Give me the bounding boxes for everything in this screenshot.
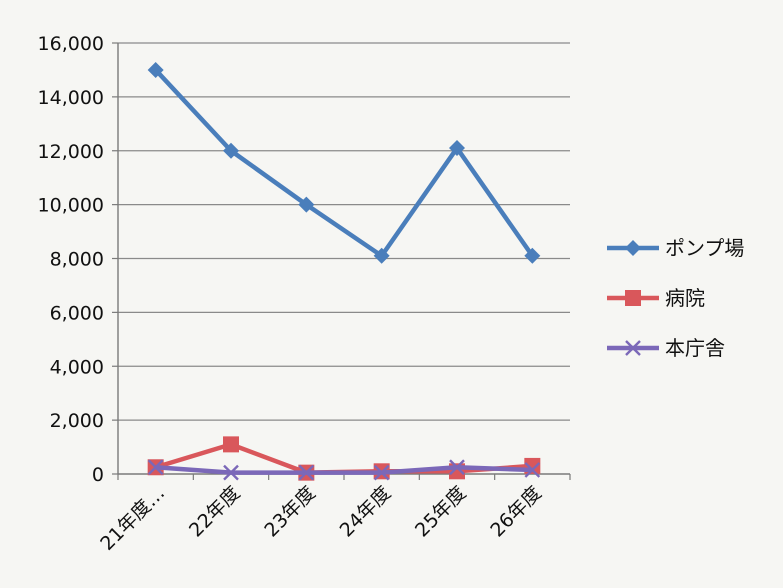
y-tick-label: 0 — [92, 464, 104, 486]
data-point-stroke — [524, 462, 541, 478]
data-point — [298, 196, 315, 213]
y-tick-label: 4,000 — [50, 356, 104, 378]
data-point — [625, 340, 641, 356]
series-diamond — [147, 61, 541, 264]
series-x — [147, 459, 541, 481]
data-point — [524, 462, 541, 478]
data-point-stroke — [625, 340, 641, 356]
data-point — [373, 247, 390, 264]
y-tick-label: 10,000 — [38, 195, 104, 217]
data-point — [449, 140, 465, 157]
data-point — [223, 436, 239, 453]
data-point — [373, 464, 390, 481]
legend-label: 本庁舎 — [665, 336, 725, 360]
series-line — [155, 465, 533, 475]
legend-entry: 病院 — [607, 286, 705, 310]
legend-label: 病院 — [665, 286, 705, 310]
data-point — [524, 247, 541, 264]
data-point — [449, 459, 465, 476]
data-point-stroke — [373, 464, 390, 481]
data-point — [625, 240, 641, 256]
data-point — [625, 290, 641, 306]
legend-entry: ポンプ場 — [607, 236, 744, 260]
y-tick-label: 12,000 — [38, 141, 104, 163]
data-point-stroke — [298, 464, 315, 481]
gridlines — [118, 42, 570, 421]
data-point-stroke — [147, 459, 164, 476]
y-tick-label: 16,000 — [38, 33, 104, 55]
data-point — [147, 459, 164, 476]
data-point — [147, 61, 164, 78]
y-tick-label: 2,000 — [50, 410, 104, 432]
data-point-stroke — [449, 459, 465, 476]
legend-label: ポンプ場 — [665, 236, 744, 260]
series-line — [154, 68, 535, 259]
data-point-stroke — [223, 464, 239, 481]
y-tick-label: 14,000 — [38, 87, 104, 109]
data-point — [223, 464, 239, 481]
series-group — [147, 61, 541, 481]
data-point — [223, 142, 239, 159]
legend-entry: 本庁舎 — [607, 336, 725, 360]
data-point — [298, 464, 315, 481]
y-tick-label: 8,000 — [50, 249, 104, 271]
y-tick-label: 6,000 — [50, 302, 104, 324]
